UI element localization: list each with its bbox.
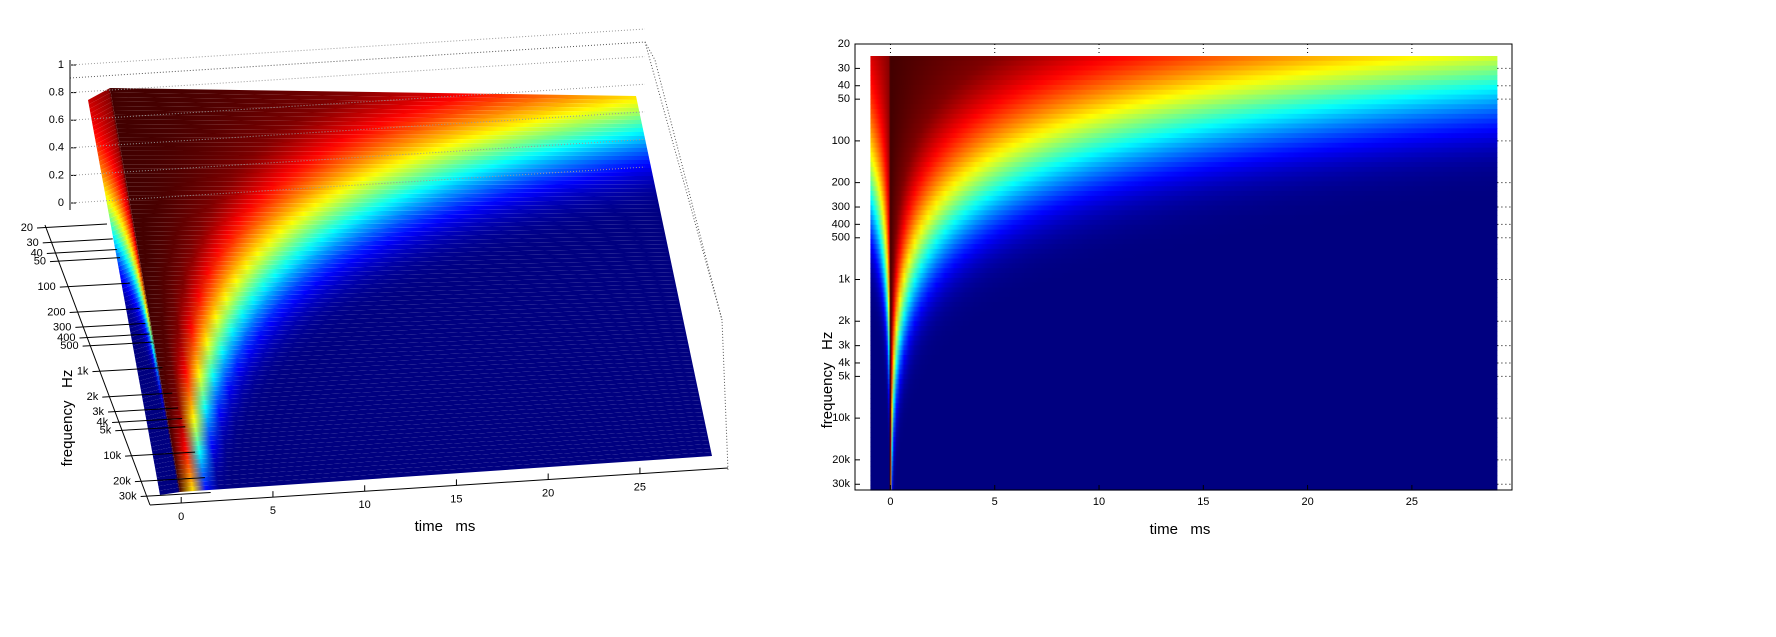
- figure: 00.20.40.60.81203040501002003004005001k2…: [21, 28, 1513, 538]
- page: 0 0.2 0.4 0.6 0.8 1 20 30 40 50 100 200 300 400 500 1k 2…: [20, 28, 1513, 538]
